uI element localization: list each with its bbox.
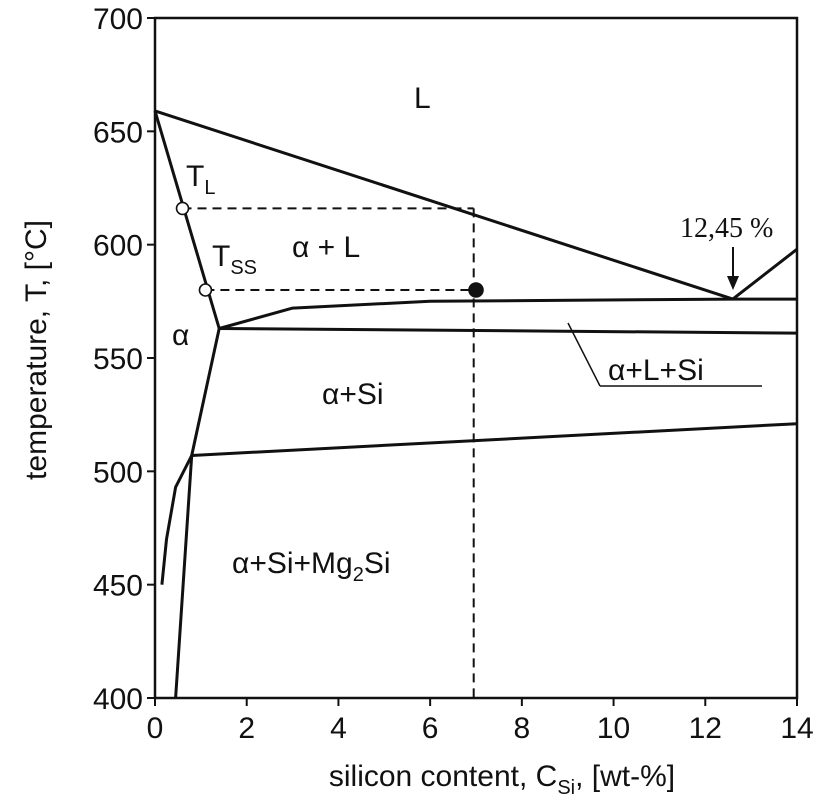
data-markers <box>175 201 484 298</box>
eutectic-composition-label: 12,45 % <box>680 213 773 244</box>
solvus-curve <box>174 328 221 699</box>
y-tick-label: 550 <box>93 343 143 376</box>
mg2si-label-main: α+Si+Mg <box>232 547 353 580</box>
mg2si-label-tail: Si <box>364 547 391 580</box>
alpha-l-si-leader <box>567 322 601 387</box>
y-tick-label: 700 <box>93 3 143 36</box>
region-label-alpha-si-mg2si: α+Si+Mg2Si <box>232 547 391 586</box>
x-axis-title-subscript: Si <box>557 777 575 799</box>
lower-solvus-curve <box>160 454 194 585</box>
x-tick-label: 4 <box>330 712 347 745</box>
y-tick-label: 500 <box>93 456 143 489</box>
y-tick-label: 400 <box>93 683 143 716</box>
x-tick-label: 6 <box>422 712 439 745</box>
region-label-liquid: L <box>414 82 431 115</box>
y-axis-title: temperature, T, [°C] <box>20 220 53 480</box>
x-axis-title-main: silicon content, C <box>329 760 557 793</box>
mg2si-line-curve <box>191 422 798 457</box>
x-tick-label: 10 <box>597 712 630 745</box>
tl-label-subscript: L <box>204 177 215 199</box>
tss-point <box>198 283 213 297</box>
x-axis-title: silicon content, CSi, [wt-%] <box>329 760 675 799</box>
tl-point <box>175 201 190 216</box>
tss-label-subscript: SS <box>230 257 257 279</box>
axis-ticks: 0 2 4 6 8 10 12 14 400 450 500 550 600 650 700 <box>93 3 814 745</box>
x-tick-label: 0 <box>147 712 164 745</box>
alpha-l-si-boundary-curve <box>219 327 798 335</box>
tl-label-main: T <box>186 160 204 193</box>
x-tick-label: 12 <box>689 712 722 745</box>
mg2si-label-subscript: 2 <box>353 564 364 586</box>
y-tick-label: 600 <box>93 230 143 263</box>
region-label-alpha: α <box>172 319 189 352</box>
phase-boundaries <box>153 109 798 699</box>
tl-label: TL <box>186 160 215 199</box>
region-label-alpha-liquid: α + L <box>292 231 360 264</box>
solidus-curve <box>153 110 221 329</box>
eutectic-arrow-head <box>727 276 739 290</box>
tss-label-main: T <box>212 240 230 273</box>
tss-label: TSS <box>212 240 257 279</box>
y-tick-label: 450 <box>93 570 143 603</box>
x-axis-title-unit: , [wt-%] <box>575 760 675 793</box>
y-tick-label: 650 <box>93 116 143 149</box>
region-label-alpha-si: α+Si <box>322 378 384 411</box>
x-tick-label: 2 <box>238 712 255 745</box>
eutectic-line-curve <box>218 297 797 330</box>
x-tick-label: 8 <box>514 712 531 745</box>
region-label-alpha-l-si: α+L+Si <box>608 354 704 387</box>
x-tick-label: 14 <box>780 712 813 745</box>
alloy-point <box>468 282 484 298</box>
